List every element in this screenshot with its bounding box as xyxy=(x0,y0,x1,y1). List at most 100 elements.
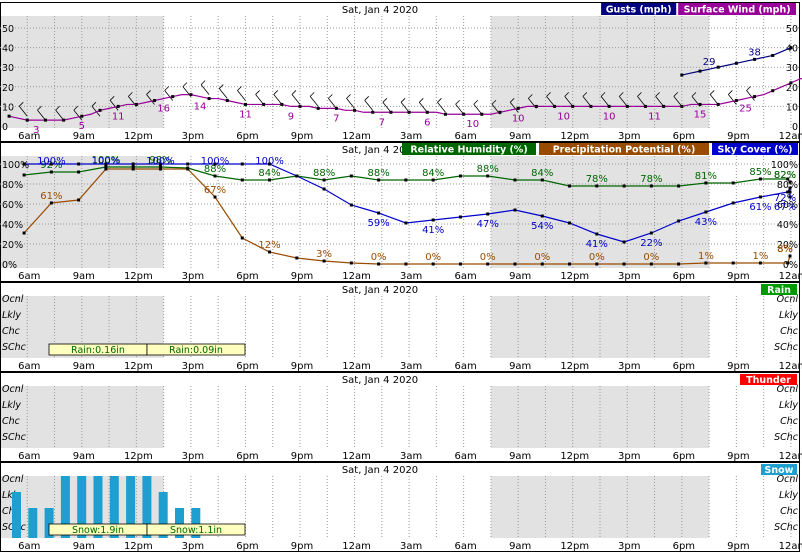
wind-barb-flag xyxy=(128,92,133,97)
humidity-label: 98% xyxy=(149,155,171,166)
x-tick-label: 9am xyxy=(73,361,95,372)
panel-rain: Sat, Jan 4 2020Sun, J6am9am12pm3pm6pm9pm… xyxy=(0,282,802,372)
x-tick-label: 3pm xyxy=(182,451,204,462)
sky-point xyxy=(377,211,381,215)
y-tick-label-right: Chc xyxy=(780,506,799,517)
surface-wind-point xyxy=(389,110,393,114)
x-tick-label: 9am xyxy=(73,271,95,282)
sky-point xyxy=(131,162,135,166)
x-tick-label: 3pm xyxy=(182,271,204,282)
wind-barb-flag xyxy=(109,96,115,101)
x-tick-label: 6am xyxy=(455,131,477,142)
humidity-point xyxy=(49,170,53,174)
total-box xyxy=(146,343,246,356)
surface-wind-point xyxy=(462,112,466,116)
x-tick-label: 12pm xyxy=(560,361,589,372)
legend-label: Relative Humidity (%) xyxy=(410,145,527,156)
surface-wind-label: 10 xyxy=(466,119,479,130)
x-tick-label: 3am xyxy=(400,271,422,282)
surface-wind-label: 7 xyxy=(379,117,385,128)
y-tick-label: Chc xyxy=(2,416,21,427)
x-tick-label: 9am xyxy=(73,541,95,552)
panel-header: Sat, Jan 4 2020 xyxy=(342,465,418,476)
total-label: Rain:0.09in xyxy=(169,345,223,356)
x-tick-label: 12am xyxy=(342,271,371,282)
y-tick-label: 30 xyxy=(2,63,14,74)
surface-wind-label: 3 xyxy=(33,125,39,136)
x-tick-label: 9am xyxy=(509,541,531,552)
sky-point xyxy=(649,231,653,235)
wind-barb xyxy=(309,96,319,107)
sky-label: 100% xyxy=(146,156,175,167)
sky-point xyxy=(540,214,544,218)
wind-barb-flag xyxy=(200,80,206,85)
humidity-point xyxy=(788,180,792,184)
panel-border xyxy=(0,462,800,552)
humidity-point xyxy=(431,178,435,182)
wind-barb-flag xyxy=(91,101,97,107)
surface-wind-point xyxy=(425,110,429,114)
surface-wind-point xyxy=(334,106,338,110)
x-tick-label: 12am xyxy=(779,271,802,282)
x-tick-label: 3am xyxy=(400,131,422,142)
snow-bar xyxy=(44,508,54,538)
surface-wind-point xyxy=(734,99,738,103)
humidity-point xyxy=(786,177,790,181)
wind-barb xyxy=(18,105,28,117)
x-tick-label: 6pm xyxy=(673,541,695,552)
sky-point xyxy=(49,162,53,166)
humidity-label: 84% xyxy=(531,168,553,179)
wind-barb xyxy=(73,109,83,121)
x-tick-label: 3am xyxy=(400,541,422,552)
sky-point xyxy=(322,187,326,191)
precip-point xyxy=(731,261,735,265)
sky-point xyxy=(486,212,490,216)
x-tick-label: 9am xyxy=(73,131,95,142)
y-tick-label: 40% xyxy=(2,220,23,231)
sky-point xyxy=(22,162,26,166)
night-shading xyxy=(0,156,164,268)
total-box xyxy=(146,523,246,536)
y-tick-label-right: 60% xyxy=(777,200,798,211)
surface-wind-label: 11 xyxy=(239,109,252,120)
sky-label: 41% xyxy=(586,239,608,250)
humidity-point xyxy=(677,184,681,188)
humidity-point xyxy=(131,165,135,169)
surface-wind-point xyxy=(62,118,66,122)
panel-header: Sat, Jan 4 2020 xyxy=(342,285,418,296)
x-tick-label: 12pm xyxy=(124,361,153,372)
precip-point xyxy=(622,262,626,266)
x-tick-label: 3pm xyxy=(182,361,204,372)
snow-bar xyxy=(142,476,152,538)
x-tick-label: 6am xyxy=(455,361,477,372)
y-tick-label-right: 80% xyxy=(777,180,798,191)
x-tick-label: 3pm xyxy=(618,361,640,372)
panel-header: Sat, Jan 4 2020 xyxy=(342,5,418,16)
snow-bar xyxy=(158,492,168,538)
surface-wind-label: 6 xyxy=(424,117,430,128)
total-label: Rain:0.16in xyxy=(71,345,125,356)
humidity-point xyxy=(77,170,81,174)
x-tick-label: 12am xyxy=(342,541,371,552)
sky-point xyxy=(786,190,790,194)
humidity-point xyxy=(240,178,244,182)
y-tick-label-right: SChc xyxy=(774,342,799,353)
x-tick-label: 12am xyxy=(342,361,371,372)
legend-label: Rain xyxy=(767,285,791,296)
sky-label: 72% xyxy=(774,193,796,204)
gust-label: 38 xyxy=(748,47,761,58)
wind-barb xyxy=(618,96,628,107)
y-tick-label: 10 xyxy=(2,102,14,113)
y-tick-label-right: Chc xyxy=(780,326,799,337)
wind-barb-flag xyxy=(400,97,406,103)
wind-barb-flag xyxy=(691,92,697,97)
sky-label: 43% xyxy=(695,217,717,228)
precip-point xyxy=(513,262,517,266)
precip-point xyxy=(486,262,490,266)
wind-barb-flag xyxy=(600,92,606,97)
x-tick-label: 6am xyxy=(18,361,40,372)
precip-point xyxy=(677,262,681,266)
wind-barb xyxy=(509,102,519,113)
precip-point xyxy=(540,262,544,266)
